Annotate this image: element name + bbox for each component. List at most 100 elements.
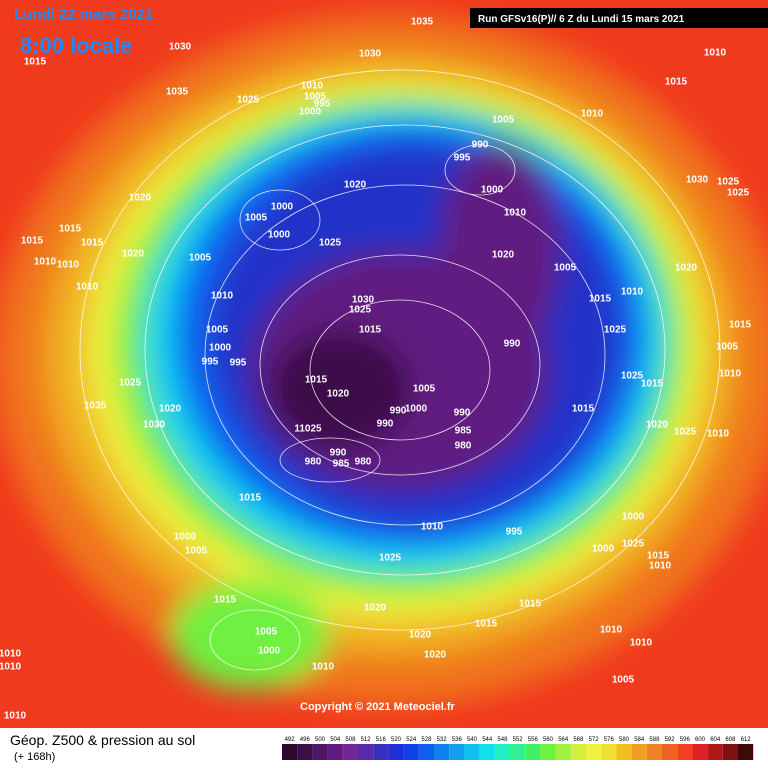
scale-swatch	[555, 744, 571, 760]
isobar-label: 1000	[405, 404, 428, 415]
isobars	[79, 69, 721, 671]
scale-swatch	[282, 744, 298, 760]
isobar-label: 1025	[604, 325, 627, 336]
isobar-label: 1010	[504, 208, 527, 219]
isobar-label: 1020	[327, 389, 350, 400]
scale-swatch	[540, 744, 556, 760]
isobar-label: 1010	[719, 369, 742, 380]
scale-swatch	[586, 744, 602, 760]
scale-swatch	[297, 744, 313, 760]
isobar-label: 1020	[122, 249, 145, 260]
isobar-label: 1005	[716, 342, 739, 353]
isobar	[309, 299, 491, 441]
scale-swatch	[342, 744, 358, 760]
isobar-label: 1025	[674, 427, 697, 438]
isobar-label: 1020	[409, 630, 432, 641]
isobar-label: 1000	[271, 202, 294, 213]
field-band	[270, 330, 410, 450]
isobar-label: 1000	[258, 646, 281, 657]
scale-label: 568	[573, 737, 584, 743]
isobar-label: 1015	[729, 320, 752, 331]
isobar-label: 1010	[301, 81, 324, 92]
scale-label: 524	[406, 737, 417, 743]
geopotential-field	[0, 15, 768, 705]
copyright: Copyright © 2021 Meteociel.fr	[300, 701, 456, 713]
scale-swatch	[677, 744, 693, 760]
scale-swatch	[707, 744, 723, 760]
isobar-label: 1010	[707, 429, 730, 440]
scale-swatch	[494, 744, 510, 760]
isobar-label: 1005	[413, 384, 436, 395]
scale-label: 544	[482, 737, 493, 743]
isobar-label: 1020	[424, 650, 447, 661]
isobar-label: 1030	[143, 420, 166, 431]
isobar-label: 1005	[554, 263, 577, 274]
isobar-label: 1025	[622, 539, 645, 550]
isobar-label: 1010	[649, 561, 672, 572]
isobar-label: 990	[330, 448, 347, 459]
isobar-label: 1035	[166, 87, 189, 98]
run-banner	[470, 8, 768, 28]
isobar-label: 1030	[169, 42, 192, 53]
isobar-label: 995	[314, 99, 331, 110]
scale-swatch	[738, 744, 754, 760]
isobar-label: 1020	[646, 420, 669, 431]
isobar-label: 1010	[34, 257, 57, 268]
isobar-label: 1000	[481, 185, 504, 196]
scale-swatch	[327, 744, 343, 760]
scale-swatch	[403, 744, 419, 760]
isobar-label: 1005	[492, 115, 515, 126]
isobar-label: 1000	[622, 512, 645, 523]
isobar-label: 1015	[519, 599, 542, 610]
scale-swatch	[722, 744, 738, 760]
forecast-time: 8:00 locale	[20, 33, 133, 58]
isobar-label: 1020	[344, 180, 367, 191]
isobar-label: 1010	[621, 287, 644, 298]
isobar-label: 990	[390, 406, 407, 417]
isobar-label: 1015	[239, 493, 262, 504]
isobar-label: 1035	[411, 17, 434, 28]
scale-label: 532	[437, 737, 448, 743]
scale-label: 516	[376, 737, 387, 743]
scale-label: 608	[725, 737, 736, 743]
isobar-label: 985	[455, 426, 472, 437]
isobar-label: 980	[455, 441, 472, 452]
isobar-label: 1000	[299, 107, 322, 118]
isobar-label: 1010	[312, 662, 335, 673]
isobar-label: 1025	[727, 188, 750, 199]
scale-label: 496	[300, 737, 311, 743]
field-band	[170, 580, 330, 690]
isobar-label: 1015	[24, 57, 47, 68]
isobar-label: 1025	[379, 553, 402, 564]
isobar-label: 11025	[294, 424, 322, 435]
isobar-label: 1005	[612, 675, 635, 686]
scale-swatch	[601, 744, 617, 760]
isobar-label: 1025	[621, 371, 644, 382]
isobar-label: 1010	[600, 625, 623, 636]
isobar-label: 1020	[492, 250, 515, 261]
scale-label: 508	[345, 737, 356, 743]
isobar-label: 1015	[21, 236, 44, 247]
isobar-label: 1030	[352, 295, 375, 306]
isobar-label: 1015	[647, 551, 670, 562]
isobar-label: 1015	[305, 375, 328, 386]
isobar	[279, 437, 381, 483]
scale-label: 548	[497, 737, 508, 743]
isobar-label: 1005	[304, 92, 327, 103]
isobar-label: 1015	[359, 325, 382, 336]
isobar-label: 1015	[214, 595, 237, 606]
isobar-label: 1005	[245, 213, 268, 224]
isobar-label: 990	[472, 140, 489, 151]
scale-label: 600	[695, 737, 706, 743]
isobar-label: 1000	[268, 230, 291, 241]
isobar-label: 1010	[0, 662, 22, 673]
isobar-label: 1015	[572, 404, 595, 415]
isobar-label: 980	[355, 457, 372, 468]
scale-label: 552	[513, 737, 524, 743]
scale-swatch	[449, 744, 465, 760]
isobar-label: 1025	[119, 378, 142, 389]
isobar-label: 1010	[76, 282, 99, 293]
isobar-label: 1015	[81, 238, 104, 249]
run-info: Run GFSv16(P)// 6 Z du Lundi 15 mars 202…	[478, 14, 685, 25]
